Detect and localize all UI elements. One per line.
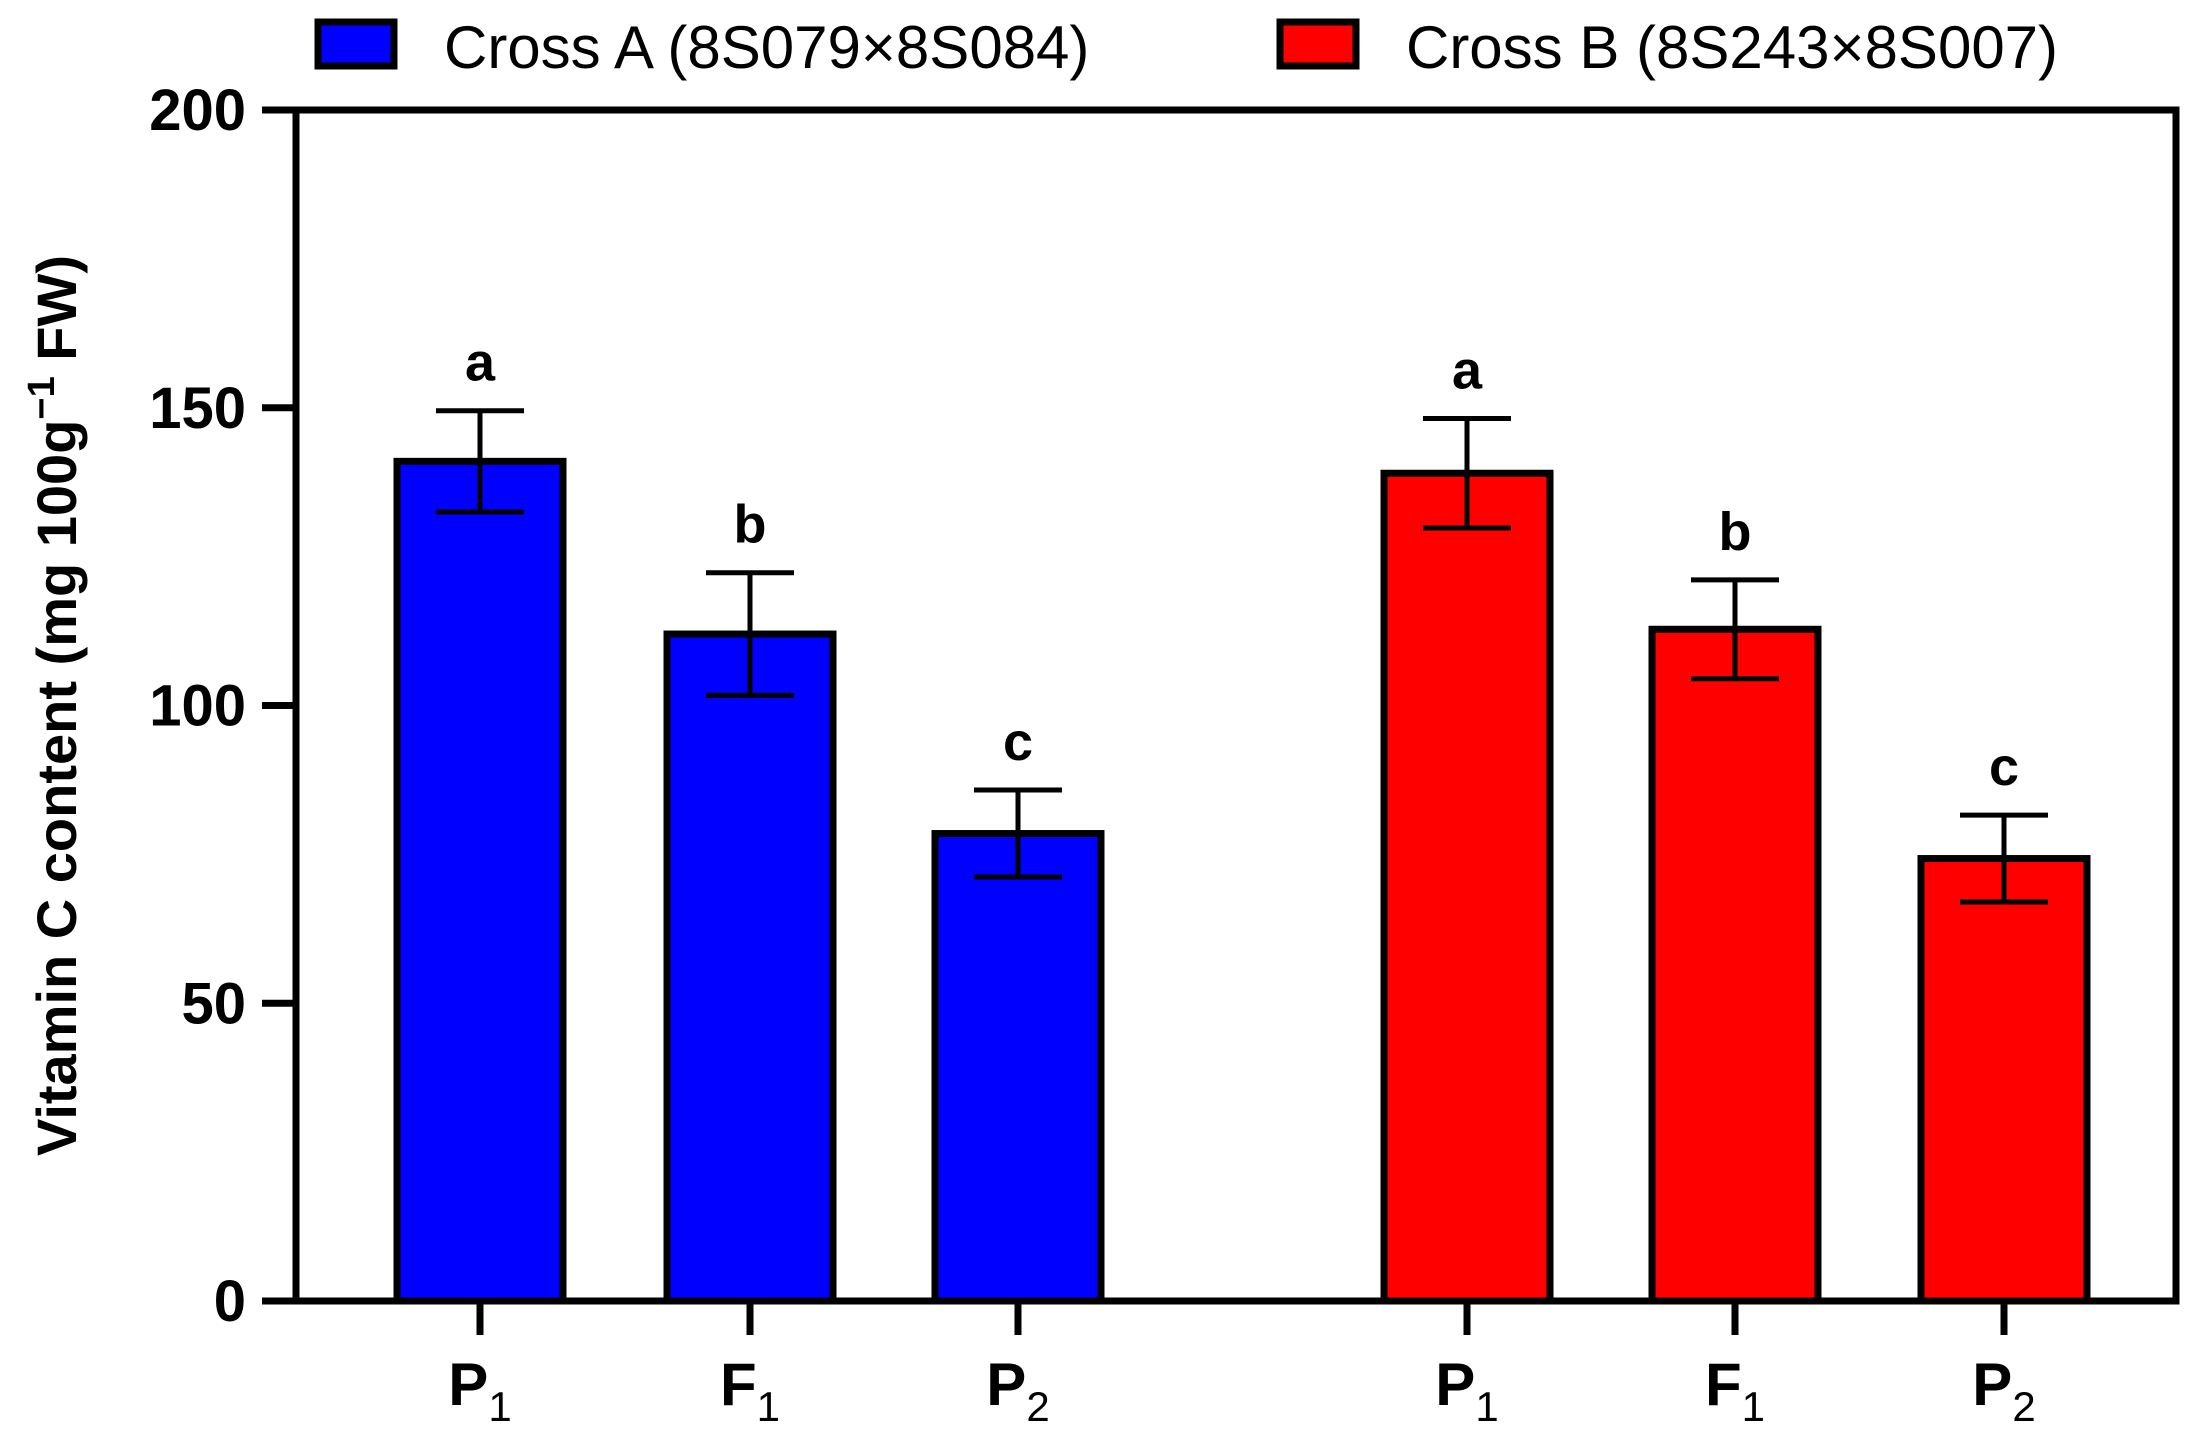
x-tick-label-series1-3: P2: [986, 1351, 1049, 1430]
axes: [292, 106, 2180, 1305]
y-axis-title-superscript: −1: [21, 376, 63, 419]
y-axis-title: Vitamin C content (mg 100g−1 FW): [21, 255, 88, 1156]
x-tick-label-series1-2: F1: [720, 1351, 780, 1430]
x-tick-label-subscript: 1: [757, 1383, 780, 1430]
legend-item-series2: Cross B (8S243×8S007): [1276, 14, 2058, 81]
x-tick-label-base: P: [448, 1351, 488, 1418]
error-bar-series1-3: [974, 787, 1062, 880]
x-tick-label-series1-1: P1: [448, 1351, 511, 1430]
legend-label: Cross A (8S079×8S084): [444, 14, 1089, 81]
y-axis-label: Vitamin C content (mg 100g−1 FW): [21, 255, 88, 1156]
x-tick-label-base: P: [1435, 1351, 1475, 1418]
significance-letter-series2-2: b: [1719, 502, 1752, 562]
bar-series1-2: [663, 630, 837, 1305]
bar-series1-3: [931, 830, 1105, 1305]
x-tick-label-base: F: [720, 1351, 757, 1418]
y-tick-label-50: 50: [181, 971, 246, 1036]
error-bar-series1-1: [436, 408, 524, 515]
significance-letter-series2-1: a: [1452, 340, 1483, 400]
y-axis-title-end: FW): [25, 255, 88, 376]
bar-series2-1: [1380, 469, 1554, 1305]
x-tick-label-series2-2: F1: [1705, 1351, 1765, 1430]
x-tick-label-subscript: 2: [2012, 1383, 2035, 1430]
x-tick-label-subscript: 2: [1026, 1383, 1049, 1430]
bar-series2-3: [1917, 855, 2091, 1305]
bar-series2-2: [1648, 625, 1822, 1305]
x-tick-label-subscript: 1: [1475, 1383, 1498, 1430]
significance-letter-series1-2: b: [734, 495, 767, 555]
error-bar-series2-1: [1423, 415, 1511, 531]
x-tick-label-base: F: [1705, 1351, 1742, 1418]
error-bars: [436, 408, 2048, 905]
x-tick-label-base: P: [986, 1351, 1026, 1418]
error-bar-series2-2: [1691, 577, 1779, 682]
significance-letter-series2-3: c: [1989, 737, 2019, 797]
legend-item-series1: Cross A (8S079×8S084): [314, 14, 1089, 81]
y-ticks: 0 50 100 150 200: [149, 78, 296, 1334]
significance-letter-series1-1: a: [465, 333, 496, 393]
x-tick-label-base: P: [1972, 1351, 2012, 1418]
legend-label: Cross B (8S243×8S007): [1406, 14, 2058, 81]
bars: [393, 457, 2091, 1305]
significance-letter-series1-3: c: [1003, 712, 1033, 772]
significance-letters: a b c a b c: [465, 333, 2019, 797]
y-tick-label-150: 150: [149, 376, 246, 441]
y-tick-label-0: 0: [214, 1269, 246, 1334]
y-axis-title-main: Vitamin C content (mg 100g: [25, 420, 88, 1156]
bar-series1-1: [393, 457, 567, 1305]
x-tick-label-series2-1: P1: [1435, 1351, 1498, 1430]
plot-frame: [292, 106, 2180, 1305]
error-bar-series1-2: [706, 570, 794, 698]
x-tick-label-subscript: 1: [1742, 1383, 1765, 1430]
error-bar-series2-3: [1960, 812, 2048, 905]
y-tick-label-100: 100: [149, 674, 246, 739]
x-tick-label-series2-3: P2: [1972, 1351, 2035, 1430]
y-tick-label-200: 200: [149, 78, 246, 143]
legend-swatch: [314, 18, 398, 70]
x-tick-label-subscript: 1: [488, 1383, 511, 1430]
legend: Cross A (8S079×8S084) Cross B (8S243×8S00…: [314, 14, 2058, 81]
x-ticks: P1 F1 P2 P1 F1 P2: [448, 1301, 2036, 1430]
legend-swatch: [1276, 18, 1360, 70]
